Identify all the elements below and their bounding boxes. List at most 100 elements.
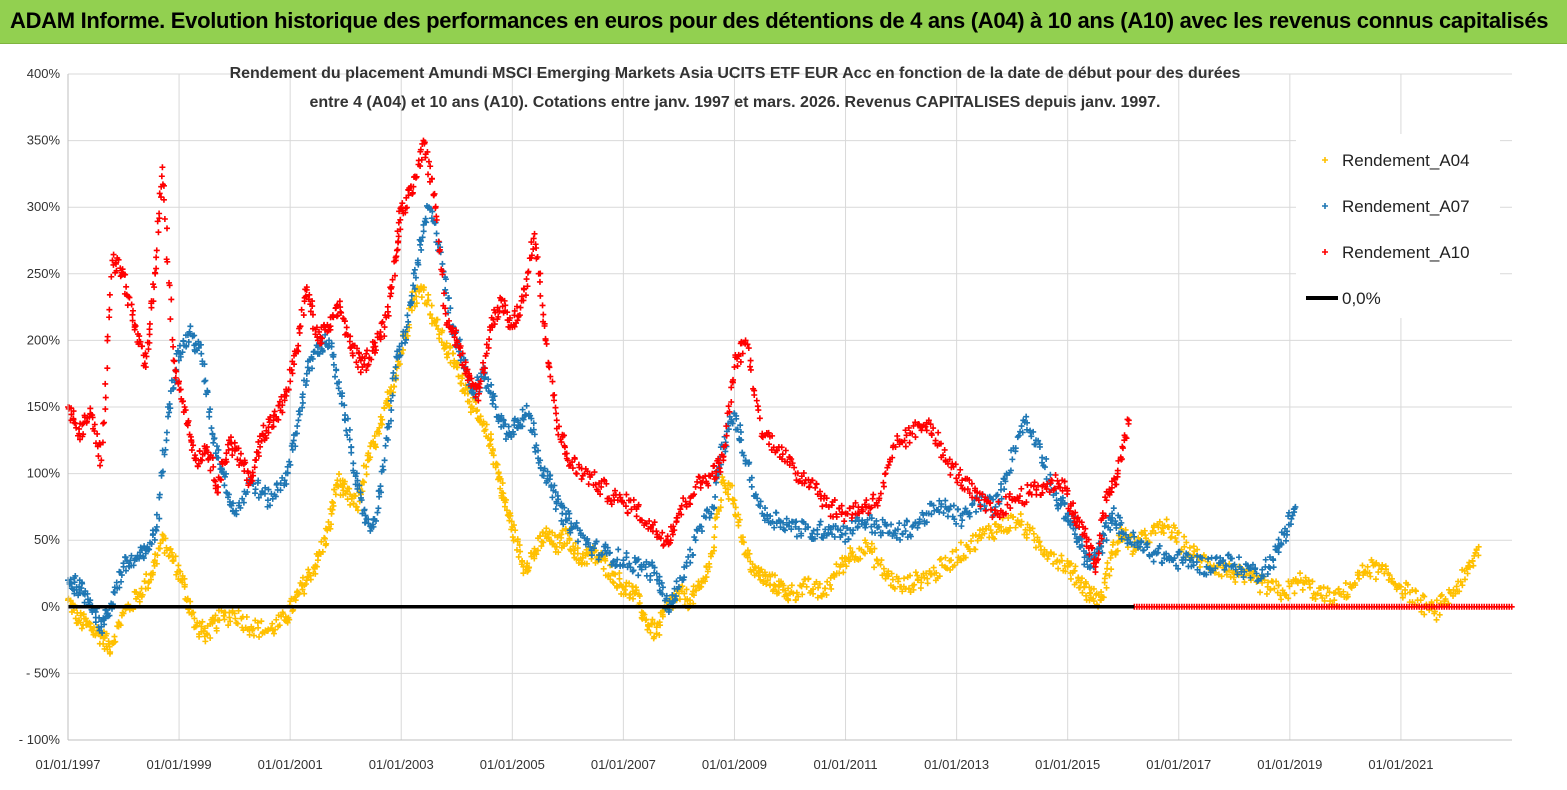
data-point (103, 630, 110, 637)
data-point (168, 296, 175, 303)
data-point (846, 505, 853, 512)
data-point (614, 556, 621, 563)
data-point (979, 491, 986, 498)
data-point (1340, 588, 1347, 595)
data-point (947, 471, 954, 478)
data-point (1075, 537, 1082, 544)
data-point (170, 385, 177, 392)
y-tick-label: 350% (27, 133, 61, 148)
data-point (301, 590, 308, 597)
data-point (146, 339, 153, 346)
data-point (188, 437, 195, 444)
data-point (871, 521, 878, 528)
data-point (488, 381, 495, 388)
data-point (464, 366, 471, 373)
data-point (249, 477, 256, 484)
data-point (1104, 559, 1111, 566)
data-point (782, 447, 789, 454)
data-point (766, 441, 773, 448)
data-point (330, 361, 337, 368)
data-point (1085, 536, 1092, 543)
data-point (574, 545, 581, 552)
data-point (842, 538, 849, 545)
data-point (519, 557, 526, 564)
data-point (819, 503, 826, 510)
data-point (1459, 582, 1466, 589)
data-point (412, 274, 419, 281)
data-point (73, 586, 80, 593)
data-point (1150, 558, 1157, 565)
data-point (292, 597, 299, 604)
data-point (1130, 529, 1137, 536)
data-point (1036, 443, 1043, 450)
data-point (718, 497, 725, 504)
data-point (328, 340, 335, 347)
data-point (1331, 597, 1338, 604)
data-point (1437, 600, 1444, 607)
data-point (486, 336, 493, 343)
data-point (616, 575, 623, 582)
data-point (249, 469, 256, 476)
data-point (497, 485, 504, 492)
data-point (1031, 537, 1038, 544)
data-point (454, 339, 461, 346)
data-point (556, 539, 563, 546)
data-point (520, 416, 527, 423)
data-point (99, 439, 106, 446)
data-point (1006, 491, 1013, 498)
data-point (574, 538, 581, 545)
data-point (1299, 586, 1306, 593)
data-point (1043, 455, 1050, 462)
data-point (687, 559, 694, 566)
data-point (1030, 428, 1037, 435)
data-point (587, 543, 594, 550)
data-point (669, 531, 676, 538)
data-point (187, 323, 194, 330)
data-point (258, 437, 265, 444)
data-point (751, 564, 758, 571)
data-point (542, 335, 549, 342)
data-point (1017, 511, 1024, 518)
data-point (328, 510, 335, 517)
data-point (1090, 585, 1097, 592)
data-point (1125, 417, 1132, 424)
data-point (982, 507, 989, 514)
data-point (692, 537, 699, 544)
data-point (795, 525, 802, 532)
data-point (731, 497, 738, 504)
data-point (363, 471, 370, 478)
data-point (871, 564, 878, 571)
data-point (1061, 562, 1068, 569)
data-point (608, 501, 615, 508)
data-point (502, 421, 509, 428)
data-point (1114, 467, 1121, 474)
data-point (425, 171, 432, 178)
data-point (646, 518, 653, 525)
data-point (1131, 533, 1138, 540)
data-point (1052, 472, 1059, 479)
data-point (84, 590, 91, 597)
data-point (137, 338, 144, 345)
data-point (855, 518, 862, 525)
data-point (195, 460, 202, 467)
data-point (615, 546, 622, 553)
data-point (511, 323, 518, 330)
x-tick-label: 01/01/2009 (702, 757, 767, 772)
data-point (571, 455, 578, 462)
data-point (877, 561, 884, 568)
data-point (533, 245, 540, 251)
data-point (742, 457, 749, 464)
data-point (258, 618, 265, 625)
data-point (381, 324, 388, 331)
data-point (385, 420, 392, 427)
data-point (892, 443, 899, 450)
data-point (549, 378, 556, 385)
data-point (1102, 519, 1109, 526)
chart-title-line: Rendement du placement Amundi MSCI Emerg… (230, 65, 1241, 82)
data-point (237, 450, 244, 457)
data-point (547, 373, 554, 380)
data-point (771, 524, 778, 531)
data-point (546, 472, 553, 479)
data-point (287, 378, 294, 385)
data-point (877, 490, 884, 497)
